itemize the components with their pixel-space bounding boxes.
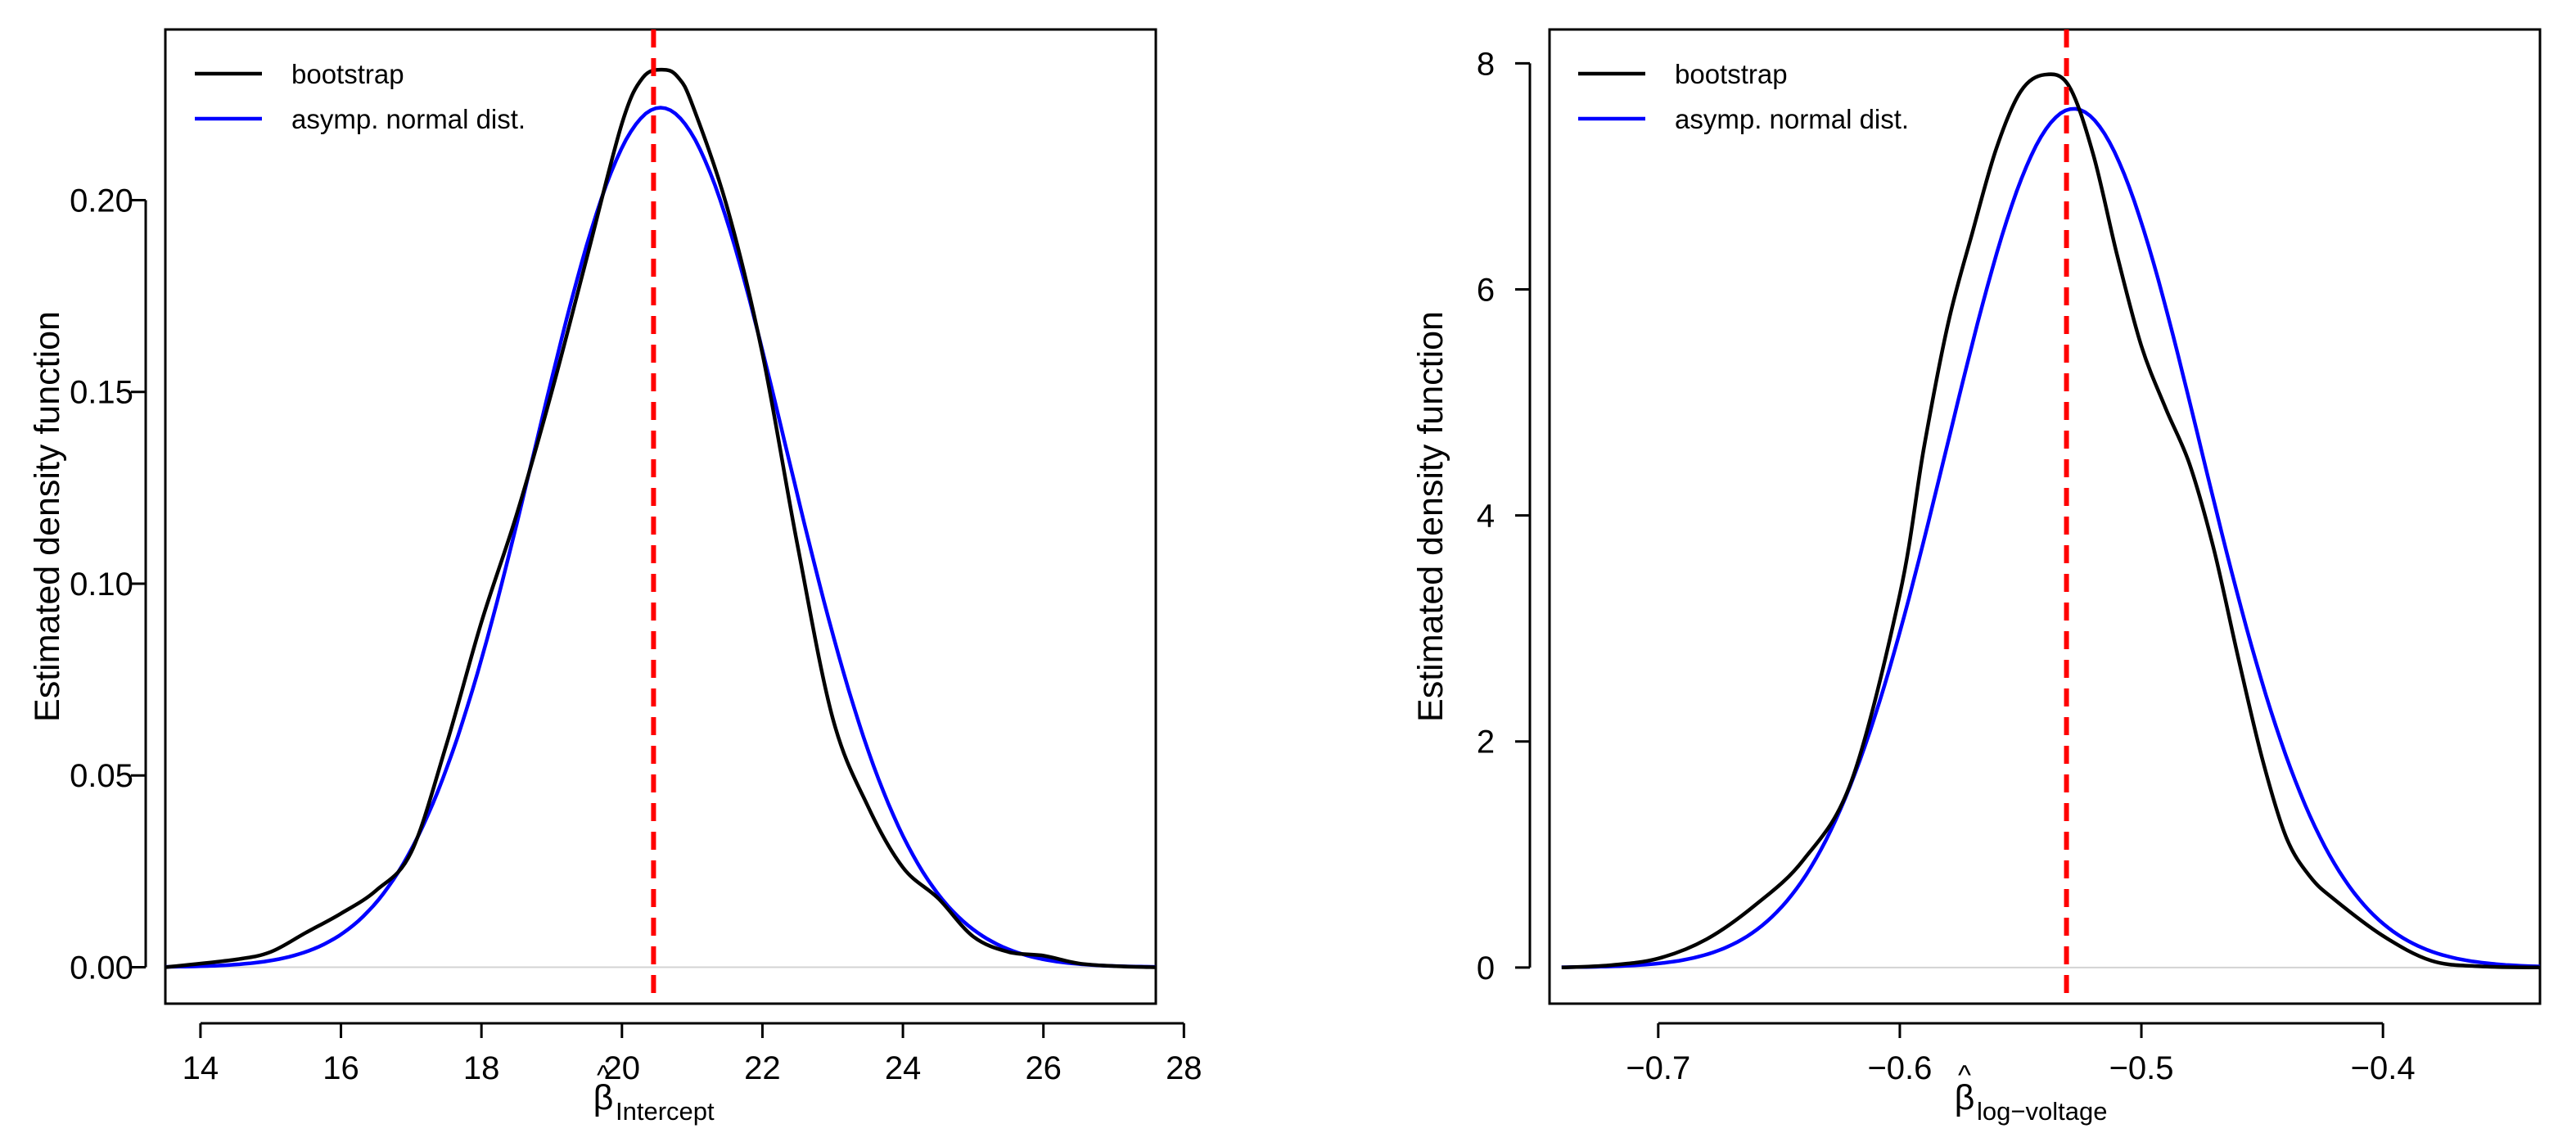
y-tick-label: 6 [1477,273,1495,309]
x-axis-title-hat: ^ [597,1060,610,1091]
y-tick-label: 4 [1477,499,1495,535]
x-axis-title: ^ β Intercept [593,1060,715,1126]
x-tick-label: 14 [183,1050,219,1086]
x-tick-label: −0.7 [1626,1050,1690,1086]
plot-frame [164,28,1157,1005]
y-tick-label: 0.00 [70,950,133,986]
right-panel: −0.7 −0.6 −0.5 −0.4 0 2 4 6 8 [1411,28,2542,1126]
y-tick-label: 0.05 [70,758,133,794]
y-tick-label: 2 [1477,724,1495,761]
x-axis-title-hat: ^ [1958,1060,1971,1091]
x-axis-title-symbol: β [593,1078,614,1117]
x-tick-label: 16 [323,1050,359,1086]
x-tick-label: 22 [744,1050,781,1086]
legend-label-bootstrap: bootstrap [291,59,404,89]
x-tick-label: 24 [885,1050,922,1086]
y-tick-label: 0.10 [70,566,133,603]
y-axis-title: Estimated density function [28,311,67,722]
y-axis: 0.00 0.05 0.10 0.15 0.20 [70,183,147,986]
legend-label-normal: asymp. normal dist. [291,104,526,134]
y-axis-title: Estimated density function [1411,311,1450,722]
bootstrap-density-curve [1561,72,2541,970]
x-tick-label: 26 [1025,1050,1062,1086]
normal-density-curve [1561,106,2541,969]
x-tick-label: 28 [1166,1050,1202,1086]
x-tick-label: −0.5 [2109,1050,2174,1086]
x-axis-title: ^ β log−voltage [1955,1060,2108,1126]
x-tick-label: −0.6 [1867,1050,1932,1086]
y-axis: 0 2 4 6 8 [1477,46,1532,986]
plot-frame [1548,28,2542,1005]
x-axis-title-symbol: β [1955,1078,1975,1117]
legend: bootstrap asymp. normal dist. [1578,59,1909,134]
bootstrap-density-curve [165,67,1157,969]
legend-label-normal: asymp. normal dist. [1675,104,1909,134]
x-tick-label: 18 [463,1050,500,1086]
left-panel: 14 16 18 20 22 24 26 28 0.00 0.05 [28,28,1202,1126]
x-tick-label: 20 [604,1050,641,1086]
y-tick-label: 8 [1477,46,1495,82]
x-axis-title-subscript: log−voltage [1977,1097,2107,1126]
y-tick-label: 0.15 [70,375,133,411]
legend: bootstrap asymp. normal dist. [195,59,526,134]
y-tick-label: 0 [1477,950,1495,986]
x-tick-label: −0.4 [2351,1050,2416,1086]
y-tick-label: 0.20 [70,183,133,219]
x-axis: 14 16 18 20 22 24 26 28 [183,1022,1202,1086]
normal-density-curve [165,106,1157,969]
legend-label-bootstrap: bootstrap [1675,59,1788,89]
x-axis-title-subscript: Intercept [616,1097,715,1126]
x-axis: −0.7 −0.6 −0.5 −0.4 [1626,1022,2416,1086]
